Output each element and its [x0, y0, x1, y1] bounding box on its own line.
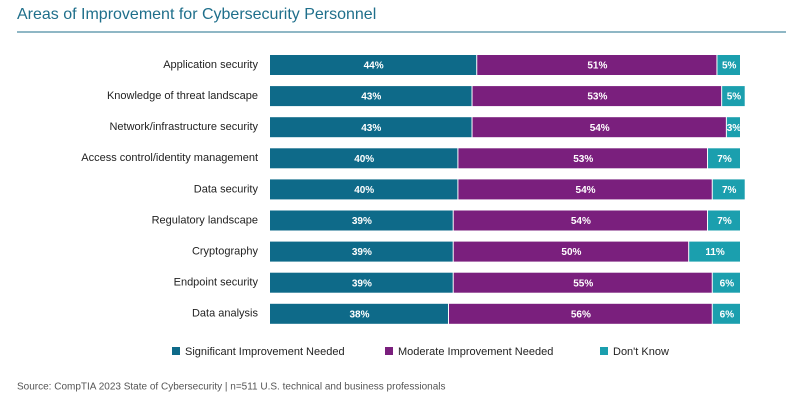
- bar-segment: [477, 55, 717, 75]
- value-label: 54%: [590, 123, 610, 134]
- chart-title: Areas of Improvement for Cybersecurity P…: [17, 6, 376, 23]
- bar-segment: [270, 86, 472, 107]
- bar-segment: [717, 55, 740, 75]
- bar-segment: [712, 303, 740, 324]
- bar-segment: [270, 148, 458, 169]
- bar-segment: [472, 117, 726, 138]
- value-label: 39%: [352, 216, 372, 227]
- value-label: 43%: [361, 92, 381, 103]
- value-label: 54%: [571, 216, 591, 227]
- category-label: Regulatory landscape: [152, 214, 258, 226]
- value-label: 40%: [354, 185, 374, 196]
- value-label: 7%: [717, 154, 732, 165]
- source-note: Source: CompTIA 2023 State of Cybersecur…: [17, 382, 445, 393]
- value-label: 38%: [349, 309, 369, 320]
- value-label: 39%: [352, 278, 372, 289]
- category-label: Endpoint security: [174, 277, 259, 289]
- value-label: 3%: [727, 123, 742, 134]
- value-label: 39%: [352, 247, 372, 258]
- value-label: 40%: [354, 154, 374, 165]
- value-label: 7%: [717, 216, 732, 227]
- value-label: 53%: [587, 92, 607, 103]
- bar-segment: [453, 241, 689, 262]
- category-label: Application security: [163, 59, 258, 71]
- bar-segment: [712, 272, 740, 293]
- bar-segment: [708, 210, 740, 231]
- bar-segment: [270, 179, 458, 200]
- bar-segment: [270, 117, 472, 138]
- value-label: 53%: [573, 154, 593, 165]
- bar-segment: [453, 272, 712, 293]
- bar-segment: [270, 241, 453, 262]
- bar-segment: [270, 303, 448, 324]
- value-label: 43%: [361, 123, 381, 134]
- category-label: Knowledge of threat landscape: [107, 90, 258, 102]
- value-label: 56%: [571, 309, 591, 320]
- bar-segment: [270, 272, 453, 293]
- legend-swatch: [600, 347, 608, 355]
- category-label: Access control/identity management: [81, 152, 258, 164]
- category-label: Cryptography: [192, 246, 259, 258]
- category-label: Network/infrastructure security: [109, 121, 258, 133]
- value-label: 6%: [720, 309, 735, 320]
- value-label: 51%: [587, 61, 607, 72]
- bar-segment: [453, 210, 708, 231]
- bar-segment: [458, 148, 708, 169]
- value-label: 6%: [720, 278, 735, 289]
- bar-segment: [458, 179, 712, 200]
- bar-segment: [270, 55, 477, 75]
- bar-segment: [726, 117, 740, 138]
- legend-label: Significant Improvement Needed: [185, 346, 345, 358]
- value-label: 11%: [705, 247, 725, 258]
- category-label: Data analysis: [192, 308, 259, 320]
- legend-label: Moderate Improvement Needed: [398, 346, 553, 358]
- bar-segment: [712, 179, 745, 200]
- category-label: Data security: [194, 183, 259, 195]
- value-label: 54%: [576, 185, 596, 196]
- legend-label: Don't Know: [613, 346, 669, 358]
- value-label: 5%: [722, 61, 737, 72]
- bar-segment: [689, 241, 740, 262]
- bar-segment: [708, 148, 740, 169]
- value-label: 50%: [561, 247, 581, 258]
- value-label: 5%: [727, 92, 742, 103]
- value-label: 44%: [364, 61, 384, 72]
- value-label: 55%: [573, 278, 593, 289]
- bar-segment: [722, 86, 745, 107]
- value-label: 7%: [722, 185, 737, 196]
- legend-swatch: [385, 347, 393, 355]
- bar-segment: [270, 210, 453, 231]
- bar-segment: [448, 303, 712, 324]
- bar-segment: [472, 86, 722, 107]
- legend-swatch: [172, 347, 180, 355]
